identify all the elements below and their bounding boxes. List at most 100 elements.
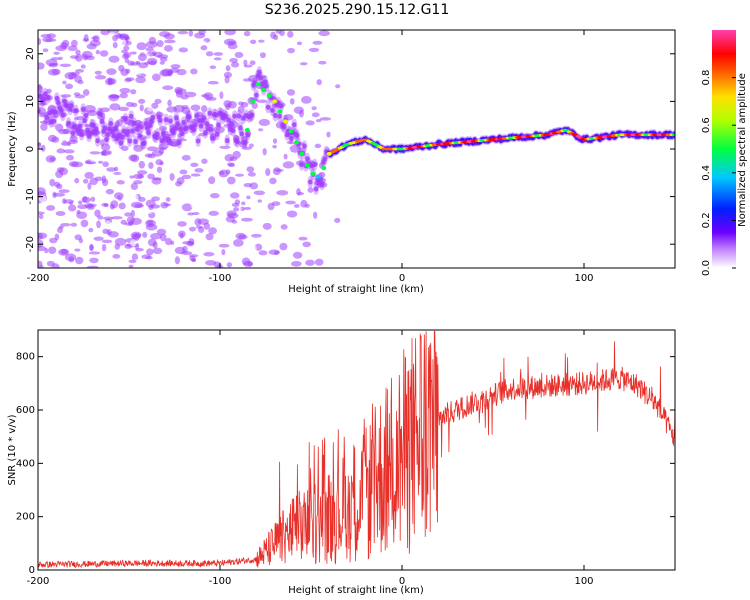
spectrogram-ridge-cell [79,131,84,138]
spectrogram-noise-cell [302,241,311,248]
spectrogram-ridge-cell [139,124,144,130]
spectrogram-noise-cell [243,64,253,68]
spectrogram-noise-cell [93,236,104,241]
spectrogram-noise-cell [326,131,331,138]
spectrogram-ridge-cell [262,79,268,85]
spectrogram-noise-cell [58,189,70,194]
spectrogram-ridge-cell [60,112,65,118]
spectrogram-noise-cell [90,196,96,202]
spectrogram-noise-cell [48,62,59,66]
spectrogram-noise-cell [137,53,147,62]
spectrogram-noise-cell [46,33,56,39]
spectrogram-noise-cell [165,197,171,202]
spectrogram-noise-cell [38,102,48,106]
spectrogram-noise-cell [44,247,49,254]
spectrogram-ridge-cell [179,131,185,137]
spectrogram-noise-cell [76,211,88,219]
spectrogram-noise-cell [253,190,266,196]
spectrogram-ridge-cell [174,115,179,121]
spectrogram-noise-cell [170,240,175,245]
spectrogram-ridge-cell [187,114,192,120]
spectrogram-ridge-cell [277,113,282,119]
spectrogram-noise-cell [107,150,112,155]
colorbar-tick-label: 0.4 [701,165,712,181]
spectrogram-noise-cell [221,249,226,256]
spectrogram-ridge-cell [149,118,154,125]
spectrogram-noise-cell [182,245,188,254]
spectrogram-ridge-cell [155,131,160,137]
spectrogram-noise-cell [123,45,130,51]
spectrogram-noise-cell [146,248,154,256]
spectrogram-noise-cell [272,167,281,176]
spectrogram-noise-cell [89,243,94,252]
spectrogram-noise-cell [94,75,107,80]
spectrogram-noise-cell [188,254,199,258]
spectrogram-noise-cell [82,178,89,184]
spectrogram-ridge-cell [59,107,64,113]
spectrogram-noise-cell [287,47,296,54]
spectrogram-noise-cell [115,33,123,39]
spectrogram-noise-cell [55,211,66,217]
spectrogram-noise-cell [112,254,121,259]
spectrogram-ridge-cell [207,110,213,116]
spectrogram-y-tick-label: 10 [25,95,36,108]
spectrogram-noise-cell [247,172,256,177]
spectrogram-peak-cell [304,163,310,168]
spectrogram-noise-cell [232,150,241,159]
spectrogram-noise-cell [104,220,112,227]
spectrogram-noise-cell [304,203,310,208]
spectrogram-ridge-cell [104,137,109,143]
spectrogram-ridge-cell [223,113,229,120]
spectrogram-noise-cell [224,148,231,153]
spectrogram-noise-cell [154,98,162,105]
spectrogram-ridge-cell [123,116,128,122]
spectrogram-ridge-cell [108,120,114,126]
spectrogram-noise-cell [86,43,97,50]
spectrogram-noise-cell [114,192,124,200]
spectrogram-noise-cell [292,251,303,259]
spectrogram-noise-cell [141,254,151,260]
spectrogram-noise-cell [58,56,63,60]
spectrogram-y-tick-label: -20 [25,236,36,252]
spectrogram-noise-cell [273,44,283,49]
spectrogram-noise-cell [118,106,130,112]
snr-y-label: SNR (10 * v/v) [7,414,18,485]
spectrogram-ridge-cell [264,83,269,89]
spectrogram-noise-cell [201,105,208,113]
spectrogram-noise-cell [190,202,200,210]
spectrogram-noise-cell [182,241,194,245]
spectrogram-noise-cell [225,216,236,223]
spectrogram-noise-cell [308,47,320,52]
snr-x-label: Height of straight line (km) [288,585,424,596]
spectrogram-ridge-cell [110,129,115,135]
snr-y-ticks: 0 200 400 600 800 [16,352,675,576]
spectrogram-noise-cell [56,167,65,173]
spectrogram-peak-cell [261,87,267,92]
spectrogram-noise-cell [92,165,100,171]
spectrogram-noise-cell [241,211,247,216]
spectrogram-noise-cell [164,237,173,246]
colorbar-tick-label: 0.6 [701,117,712,133]
spectrogram-noise-cell [281,147,291,155]
spectrogram-ridge-cell [85,127,90,133]
spectrogram-noise-cell [237,105,245,114]
spectrogram-noise-cell [113,166,119,172]
spectrogram-noise-cell [144,153,153,158]
spectrogram-noise-cell [95,49,100,55]
spectrogram-noise-cell [159,161,164,166]
spectrogram-noise-cell [118,202,126,210]
spectrogram-ridge-cell [82,118,87,124]
spectrogram-ridge-cell [238,125,243,131]
spectrogram-ridge-cell [64,103,70,109]
spectrogram-noise-cell [251,233,262,238]
spectrogram-ridge-cell [111,133,116,139]
spectrogram-ridge-cell [278,103,284,109]
spectrogram-noise-cell [301,96,312,104]
spectrogram-ridge-cell [126,128,131,135]
spectrogram-noise-cell [181,203,193,212]
spectrogram-ridge-cell [216,122,221,128]
spectrogram-noise-cell [130,209,135,218]
spectrogram-noise-cell [62,198,67,205]
spectrogram-ridge-cell [230,127,236,134]
spectrogram-noise-cell [84,171,94,179]
